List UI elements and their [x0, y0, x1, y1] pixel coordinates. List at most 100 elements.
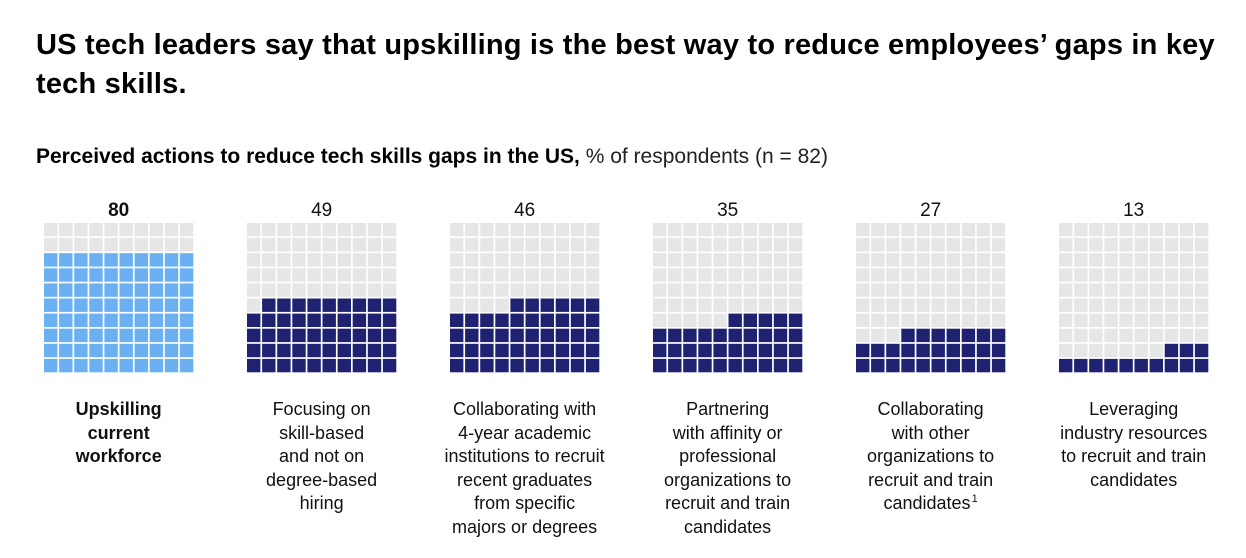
waffle-cell-empty	[698, 298, 712, 312]
waffle-cell-empty	[307, 253, 321, 267]
waffle-cell-filled	[119, 358, 133, 373]
waffle-cell-empty	[856, 238, 870, 252]
waffle-cell-filled	[292, 358, 306, 373]
waffle-cell-empty	[292, 283, 306, 297]
waffle-cell-filled	[495, 343, 509, 358]
waffle-cell-filled	[367, 358, 382, 373]
waffle-cell-empty	[322, 223, 336, 237]
waffle-cell-empty	[510, 238, 524, 252]
waffle-cell-filled	[44, 358, 58, 373]
value-label: 27	[920, 200, 941, 221]
waffle-cell-empty	[585, 268, 600, 282]
waffle-cell-empty	[961, 313, 976, 327]
waffle-cell-empty	[262, 283, 276, 297]
waffle-cell-empty	[991, 238, 1006, 252]
waffle-cell-empty	[1164, 268, 1179, 282]
waffle-cell-empty	[1134, 268, 1148, 282]
waffle-cell-filled	[886, 343, 900, 358]
waffle-cell-empty	[1059, 223, 1073, 237]
waffle-cell-filled	[480, 358, 494, 373]
waffle-cell-empty	[352, 253, 367, 267]
waffle-cell-empty	[247, 223, 261, 237]
waffle-cell-filled	[292, 313, 306, 327]
waffle-cell-empty	[525, 268, 539, 282]
waffle-cell-empty	[585, 238, 600, 252]
waffle-cell-empty	[450, 223, 464, 237]
waffle-cell-filled	[179, 343, 194, 358]
waffle-cell-empty	[292, 253, 306, 267]
waffle-cell-empty	[856, 298, 870, 312]
waffle-cell-filled	[946, 328, 960, 343]
waffle-cell-empty	[367, 223, 382, 237]
waffle-cell-empty	[480, 268, 494, 282]
waffle-cell-filled	[886, 358, 900, 373]
waffle-cell-filled	[134, 328, 148, 343]
waffle-cell-filled	[510, 343, 524, 358]
waffle-cell-filled	[322, 328, 336, 343]
waffle-cell-empty	[856, 313, 870, 327]
waffle-cell-empty	[1179, 238, 1194, 252]
waffle-cell-filled	[585, 298, 600, 312]
waffle-cell-filled	[698, 343, 712, 358]
waffle-cell-empty	[450, 298, 464, 312]
waffle-cell-filled	[164, 358, 179, 373]
waffle-cell-empty	[916, 268, 930, 282]
waffle-cell-empty	[465, 223, 479, 237]
waffle-cell-empty	[976, 223, 991, 237]
waffle-cell-empty	[337, 283, 351, 297]
waffle-cell-empty	[901, 238, 915, 252]
waffle-cell-empty	[773, 223, 788, 237]
waffle-cell-filled	[352, 343, 367, 358]
subtitle-unit: % of respondents (n = 82)	[585, 145, 828, 168]
waffle-cell-filled	[450, 328, 464, 343]
waffle-cell-filled	[179, 268, 194, 282]
waffle-cell-empty	[352, 238, 367, 252]
waffle-cell-empty	[1149, 283, 1163, 297]
waffle-cell-empty	[1074, 268, 1088, 282]
waffle-cell-filled	[728, 328, 742, 343]
waffle-cell-empty	[382, 268, 397, 282]
waffle-cell-empty	[134, 223, 148, 237]
waffle-cell-empty	[1194, 328, 1209, 343]
waffle-cell-empty	[510, 283, 524, 297]
waffle-cell-empty	[262, 238, 276, 252]
waffle-cell-empty	[525, 283, 539, 297]
waffle-cell-filled	[525, 313, 539, 327]
category-label-text: Partnering with affinity or professional…	[664, 399, 792, 537]
waffle-cell-empty	[1134, 343, 1148, 358]
waffle-cell-empty	[1149, 343, 1163, 358]
waffle-cell-filled	[916, 328, 930, 343]
waffle-cell-empty	[480, 223, 494, 237]
waffle-cell-empty	[698, 283, 712, 297]
waffle-cell-empty	[961, 268, 976, 282]
waffle-cell-empty	[247, 268, 261, 282]
waffle-cell-empty	[788, 283, 803, 297]
waffle-cell-empty	[322, 253, 336, 267]
waffle-cell-filled	[104, 283, 118, 297]
waffle-cell-empty	[352, 268, 367, 282]
waffle-grid	[450, 223, 600, 373]
waffle-cell-empty	[322, 268, 336, 282]
waffle-cell-empty	[179, 238, 194, 252]
waffle-cell-empty	[555, 253, 570, 267]
waffle-cell-empty	[1089, 313, 1103, 327]
waffle-cell-filled	[307, 328, 321, 343]
waffle-cell-filled	[1089, 358, 1103, 373]
waffle-cell-filled	[164, 313, 179, 327]
waffle-cell-empty	[946, 313, 960, 327]
waffle-cell-empty	[773, 283, 788, 297]
waffle-cell-filled	[262, 343, 276, 358]
value-label: 35	[717, 200, 738, 221]
waffle-cell-filled	[570, 328, 585, 343]
waffle-cell-empty	[1119, 298, 1133, 312]
waffle-cell-filled	[59, 268, 73, 282]
waffle-cell-empty	[788, 238, 803, 252]
waffle-cell-empty	[713, 283, 727, 297]
waffle-grid	[1059, 223, 1209, 373]
waffle-cell-empty	[871, 283, 885, 297]
waffle-cell-empty	[758, 223, 773, 237]
category-label: Collaborating with 4-year academic insti…	[425, 398, 625, 539]
waffle-cell-filled	[668, 328, 682, 343]
waffle-cell-filled	[570, 343, 585, 358]
waffle-cell-empty	[465, 283, 479, 297]
